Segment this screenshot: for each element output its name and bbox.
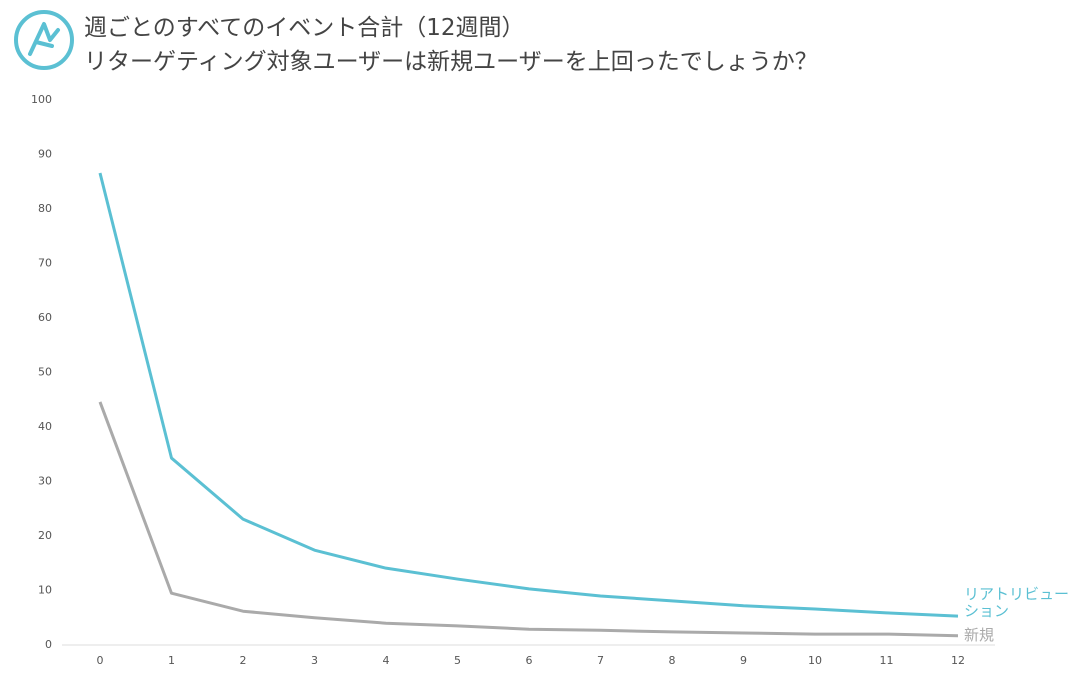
y-tick-label: 20: [38, 529, 52, 542]
x-tick-label: 6: [526, 654, 533, 667]
x-tick-label: 3: [311, 654, 318, 667]
chart-subtitle: リターゲティング対象ユーザーは新規ユーザーを上回ったでしょうか？: [84, 49, 818, 75]
x-tick-label: 10: [808, 654, 822, 667]
y-tick-label: 10: [38, 584, 52, 597]
x-tick-label: 1: [168, 654, 175, 667]
x-tick-label: 9: [740, 654, 747, 667]
y-tick-label: 90: [38, 148, 52, 161]
x-tick-label: 4: [383, 654, 390, 667]
x-tick-label: 5: [454, 654, 461, 667]
y-tick-label: 80: [38, 202, 52, 215]
legend-label: リアトリビューション: [964, 585, 1070, 621]
y-tick-label: 60: [38, 311, 52, 324]
y-tick-label: 40: [38, 420, 52, 433]
y-tick-label: 100: [31, 93, 52, 106]
x-tick-label: 2: [240, 654, 247, 667]
y-tick-label: 50: [38, 366, 52, 379]
x-tick-label: 0: [97, 654, 104, 667]
legend-label: 新規: [964, 625, 995, 644]
y-tick-label: 70: [38, 257, 52, 270]
x-tick-label: 8: [669, 654, 676, 667]
series-line: [98, 401, 959, 638]
series-line: [98, 172, 959, 618]
x-tick-label: 7: [597, 654, 604, 667]
logo: [14, 10, 74, 70]
y-tick-label: 30: [38, 475, 52, 488]
x-tick-label: 12: [951, 654, 965, 667]
x-tick-label: 11: [880, 654, 894, 667]
chart-title: 週ごとのすべてのイベント合計（12週間）: [84, 15, 525, 41]
y-tick-label: 0: [45, 638, 52, 651]
